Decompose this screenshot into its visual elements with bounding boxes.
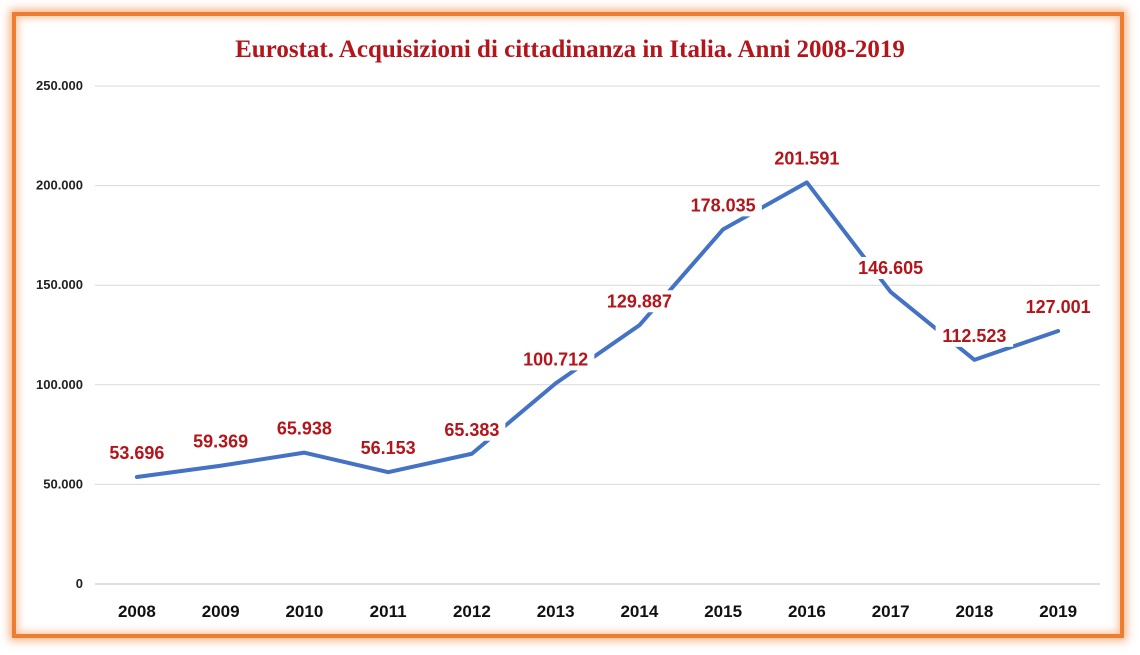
data-label-bg xyxy=(851,256,930,279)
x-tick-label: 2010 xyxy=(285,602,323,621)
data-label-bg xyxy=(438,418,506,441)
data-label-bg xyxy=(684,194,762,217)
data-label-bg xyxy=(103,442,171,465)
data-label-bg xyxy=(1019,296,1097,319)
data-label: 53.696 xyxy=(109,443,164,463)
x-tick-label: 2018 xyxy=(955,602,993,621)
x-tick-label: 2019 xyxy=(1039,602,1077,621)
data-label: 127.001 xyxy=(1026,297,1091,317)
x-tick-label: 2016 xyxy=(788,602,826,621)
x-tick-label: 2013 xyxy=(537,602,575,621)
y-tick-label: 0 xyxy=(76,576,83,591)
x-tick-label: 2009 xyxy=(202,602,240,621)
data-label-bg xyxy=(600,290,679,313)
data-label-bg xyxy=(354,437,422,460)
data-label: 65.383 xyxy=(444,420,499,440)
data-label: 59.369 xyxy=(193,432,248,452)
series-line xyxy=(134,180,1061,480)
data-label: 201.591 xyxy=(774,148,839,168)
x-tick-label: 2015 xyxy=(704,602,742,621)
data-label-bg xyxy=(270,417,338,440)
y-tick-label: 200.000 xyxy=(36,178,83,193)
y-tick-label: 150.000 xyxy=(36,277,83,292)
data-label-bg xyxy=(187,430,255,453)
x-tick-label: 2011 xyxy=(370,602,407,621)
data-label-bg xyxy=(935,324,1014,347)
chart-title: Eurostat. Acquisizioni di cittadinanza i… xyxy=(235,36,905,63)
data-label: 100.712 xyxy=(523,349,588,369)
data-label: 65.938 xyxy=(277,419,332,439)
x-tick-label: 2014 xyxy=(620,602,658,621)
data-label: 129.887 xyxy=(607,291,672,311)
data-label: 112.523 xyxy=(942,326,1006,346)
y-tick-label: 50.000 xyxy=(43,476,83,491)
data-label-bg xyxy=(768,147,846,170)
data-label: 56.153 xyxy=(361,438,416,458)
y-tick-label: 250.000 xyxy=(36,78,83,93)
x-tick-label: 2008 xyxy=(118,602,156,621)
x-tick-label: 2017 xyxy=(872,602,910,621)
data-label: 178.035 xyxy=(691,195,756,215)
data-label-bg xyxy=(516,348,595,371)
data-label: 146.605 xyxy=(858,258,923,278)
y-tick-label: 100.000 xyxy=(36,377,83,392)
x-tick-label: 2012 xyxy=(453,602,491,621)
